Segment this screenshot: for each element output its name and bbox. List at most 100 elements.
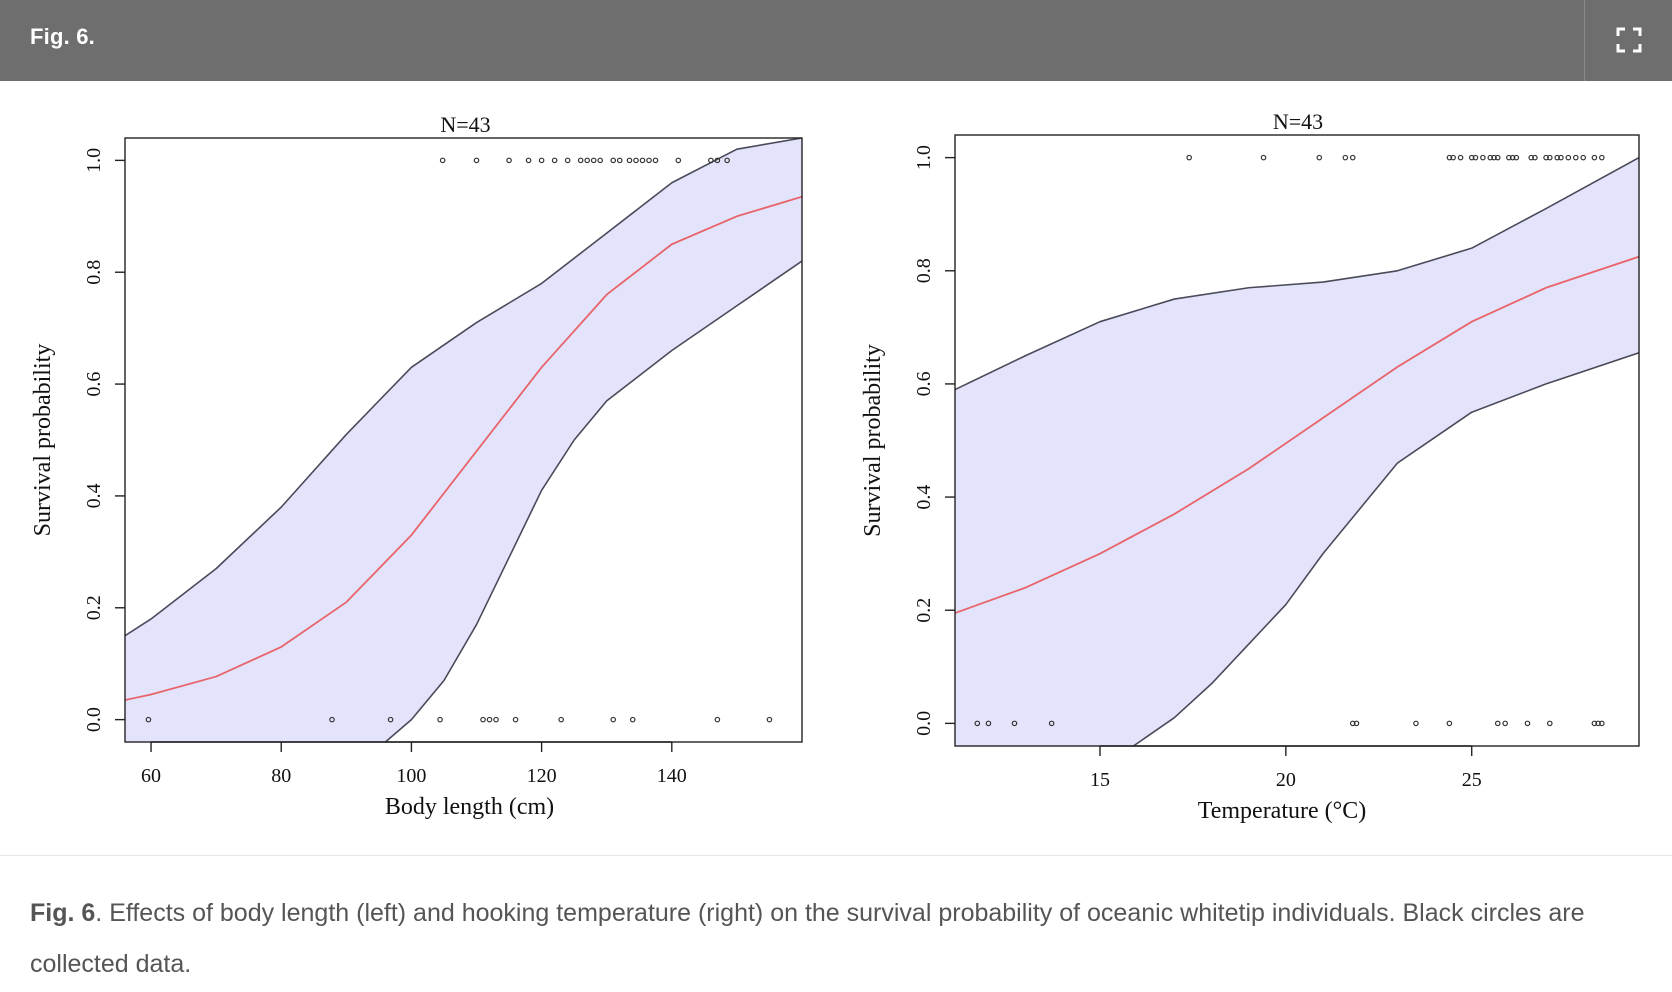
data-point xyxy=(1599,154,1605,161)
y-tick-label: 0.2 xyxy=(83,595,105,620)
data-point xyxy=(714,157,721,164)
data-point xyxy=(1558,154,1564,161)
expand-icon xyxy=(1616,27,1642,53)
chart-title: N=43 xyxy=(440,112,490,137)
y-tick-label: 0.4 xyxy=(83,483,105,508)
data-point xyxy=(1316,154,1323,161)
data-point xyxy=(616,157,623,164)
data-point xyxy=(1580,154,1587,161)
data-point xyxy=(1543,154,1549,161)
data-point xyxy=(629,716,636,723)
data-point xyxy=(1565,154,1572,161)
data-point xyxy=(564,157,571,164)
confidence-band xyxy=(955,157,1639,746)
data-point xyxy=(1573,154,1579,161)
data-point xyxy=(1509,154,1516,161)
caption-divider xyxy=(0,855,1672,856)
data-point xyxy=(1491,154,1497,161)
figure-charts: 60 80 100 120 140 0.0 0.2 0.4 0.6 0.8 1.0 N=43 Body … xyxy=(30,109,1640,824)
ci-lower-line xyxy=(1132,352,1639,746)
data-point xyxy=(506,157,512,164)
expand-button[interactable] xyxy=(1585,0,1672,81)
data-point xyxy=(1446,154,1453,161)
plot-area xyxy=(125,138,802,742)
y-tick-label: 1.0 xyxy=(83,148,105,173)
data-point xyxy=(974,720,981,727)
data-point xyxy=(584,157,590,164)
data-point xyxy=(512,716,519,723)
fit-line xyxy=(955,255,1639,614)
ci-lower-line xyxy=(384,260,802,742)
x-tick-label: 100 xyxy=(396,765,426,787)
data-point xyxy=(1186,154,1192,161)
confidence-band xyxy=(125,138,802,742)
y-tick-label: 1.0 xyxy=(913,145,935,170)
plot-area xyxy=(955,154,1639,746)
data-point xyxy=(1413,720,1419,727)
data-point xyxy=(1513,154,1520,161)
y-tick-label: 0.6 xyxy=(913,371,935,396)
data-point xyxy=(1349,720,1356,727)
y-axis-label: Survival probability xyxy=(860,344,886,537)
data-point xyxy=(1532,154,1538,161)
data-point xyxy=(1450,154,1456,161)
data-point xyxy=(1494,720,1501,727)
data-point xyxy=(1011,720,1018,727)
data-point xyxy=(1591,154,1598,161)
x-axis-label: Body length (cm) xyxy=(385,794,554,820)
data-point xyxy=(590,157,597,164)
data-point xyxy=(639,157,646,164)
data-point xyxy=(766,716,773,723)
data-point xyxy=(145,716,152,723)
data-point xyxy=(1528,154,1534,161)
y-tick-label: 0.8 xyxy=(83,260,105,285)
data-point xyxy=(525,157,532,164)
x-tick-label: 80 xyxy=(271,765,291,787)
figure-area: 60 80 100 120 140 0.0 0.2 0.4 0.6 0.8 1.0 N=43 Body … xyxy=(0,81,1672,856)
data-point xyxy=(486,716,493,723)
data-point xyxy=(480,716,486,723)
data-point xyxy=(1480,154,1486,161)
data-point xyxy=(577,157,584,164)
data-point xyxy=(1506,154,1512,161)
data-point xyxy=(708,157,714,164)
chart-title: N=43 xyxy=(1273,109,1323,134)
data-point xyxy=(1353,720,1360,727)
data-point xyxy=(1546,720,1553,727)
header-divider xyxy=(1584,0,1585,81)
data-point xyxy=(1349,154,1356,161)
data-point xyxy=(610,157,617,164)
data-point xyxy=(724,157,730,164)
ci-upper-line xyxy=(955,156,1639,391)
y-tick-label: 0.0 xyxy=(83,707,105,732)
caption-text: . Effects of body length (left) and hook… xyxy=(30,899,1585,978)
chart-panel-2: 15 20 25 0.0 0.2 0.4 0.6 0.8 1.0 N=43 Temperature … xyxy=(860,109,1640,824)
x-tick-label: 25 xyxy=(1462,769,1482,791)
data-point xyxy=(387,716,394,723)
data-point xyxy=(985,720,992,727)
data-point xyxy=(1468,154,1475,161)
data-point xyxy=(1494,154,1501,161)
y-tick-label: 0.0 xyxy=(913,711,935,736)
data-point xyxy=(1342,154,1349,161)
data-point xyxy=(538,157,545,164)
y-tick-label: 0.6 xyxy=(83,372,105,397)
data-point xyxy=(1595,720,1601,727)
figure-title: Fig. 6. xyxy=(30,24,95,49)
y-tick-label: 0.2 xyxy=(913,598,935,623)
data-point xyxy=(558,716,564,723)
data-point xyxy=(646,157,652,164)
data-point xyxy=(1457,154,1464,161)
data-point xyxy=(1472,154,1479,161)
data-point xyxy=(1487,154,1494,161)
data-point xyxy=(714,716,721,723)
x-tick-label: 140 xyxy=(657,765,687,787)
y-tick-label: 0.8 xyxy=(913,258,935,283)
ci-upper-line xyxy=(125,138,802,637)
data-point xyxy=(437,716,443,723)
data-point xyxy=(610,716,617,723)
y-axis-label: Survival probability xyxy=(30,344,56,537)
x-tick-label: 15 xyxy=(1090,769,1110,791)
fit-line xyxy=(125,195,802,701)
data-point xyxy=(1260,154,1267,161)
